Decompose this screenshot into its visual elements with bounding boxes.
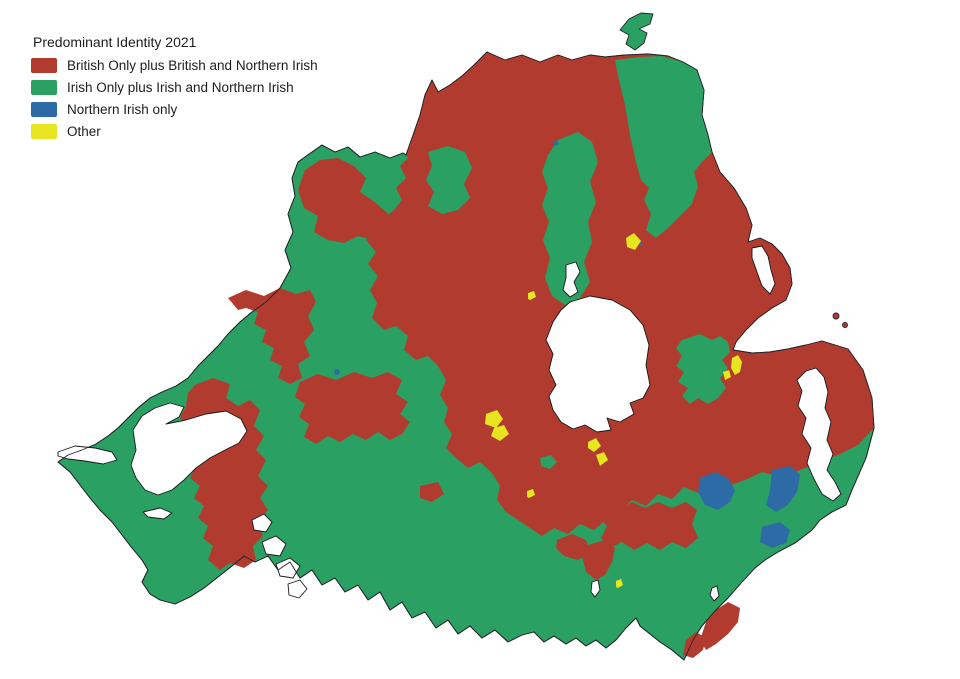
legend-label-other: Other [67,124,101,139]
region-south-armagh-british-tip [683,632,706,658]
region-north-northern-irish-dot [553,140,559,146]
region-armagh-small-british [420,482,444,502]
region-saintfield-northern-irish [766,466,800,512]
lake-strangford-lough [796,367,842,502]
region-tandragee-british [556,534,590,560]
lake-lower-lough-erne [130,402,248,496]
region-ballynahinch-northern-irish [698,472,735,510]
region-bellaghy-irish-strip [542,132,598,305]
legend-item-northern-irish: Northern Irish only [31,102,318,117]
lake-small-south-2 [709,585,720,602]
lake-larne-lough [751,245,776,295]
legend-swatch-british [31,58,57,73]
lake-lough-neagh [545,295,651,433]
region-south-other-dot [616,579,623,588]
region-northwest-irish-notch [426,146,472,214]
coastline-outline [57,51,875,661]
region-cookstown-other [485,410,503,428]
legend-label-british: British Only plus British and Northern I… [67,58,318,73]
region-crossgar-northern-irish [760,522,790,548]
legend-swatch-other [31,124,57,139]
island-rathlin [619,12,654,51]
lake-upper-lough-erne-2 [261,535,287,557]
region-limavady-british [298,158,394,243]
lake-lough-macnean [142,507,173,520]
region-lough-shore-irish-pocket [540,455,557,469]
region-omagh-british [295,372,410,444]
region-strabane-british [228,288,316,384]
region-dungannon-other [491,425,509,441]
region-omagh-northern-irish-dot [334,369,340,375]
region-ballymena-other [626,233,641,250]
region-belfast-other-small [723,370,731,380]
region-portadown-british [600,502,698,550]
island-copeland-1 [832,312,840,320]
region-magherafelt-other [528,291,536,300]
region-glens-irish [615,56,712,238]
legend-item-irish: Irish Only plus Irish and Northern Irish [31,80,318,95]
legend-swatch-irish [31,80,57,95]
region-banbridge-british [582,540,615,580]
legend-item-british: British Only plus British and Northern I… [31,58,318,73]
region-craigavon-other [596,452,608,466]
island-copeland-2 [842,322,848,328]
lake-upper-lough-erne-1 [251,513,273,533]
lake-lough-beg [562,261,581,298]
region-west-belfast-irish [676,334,730,404]
region-belfast-centre-other [731,355,742,375]
lake-lough-melvin [57,445,118,465]
lake-upper-lough-erne-4 [287,579,308,599]
region-kilkeel-british [700,602,740,650]
legend-item-other: Other [31,124,318,139]
legend: Predominant Identity 2021 British Only p… [31,34,318,146]
legend-swatch-northern-irish [31,102,57,117]
legend-label-northern-irish: Northern Irish only [67,102,178,117]
legend-title: Predominant Identity 2021 [33,34,197,50]
legend-label-irish: Irish Only plus Irish and Northern Irish [67,80,294,95]
region-armagh-other-dot [527,489,535,498]
lake-small-south-1 [590,579,601,598]
region-lurgan-other [588,438,601,452]
